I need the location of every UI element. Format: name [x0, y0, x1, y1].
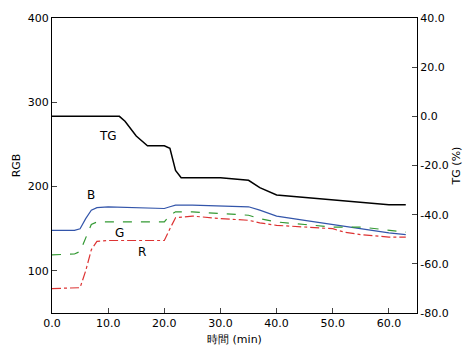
svg-text:300: 300	[28, 96, 49, 109]
svg-text:20.0: 20.0	[152, 317, 177, 330]
svg-text:100: 100	[28, 265, 49, 278]
svg-text:40.0: 40.0	[420, 12, 445, 25]
svg-text:時間 (min): 時間 (min)	[207, 333, 262, 346]
svg-text:400: 400	[28, 12, 49, 25]
svg-text:0.0: 0.0	[43, 317, 61, 330]
svg-text:30.0: 30.0	[208, 317, 233, 330]
svg-text:200: 200	[28, 180, 49, 193]
svg-text:-60.0: -60.0	[420, 258, 448, 271]
svg-text:-20.0: -20.0	[420, 159, 448, 172]
svg-text:B: B	[87, 188, 95, 202]
svg-text:20.0: 20.0	[420, 61, 445, 74]
svg-text:0.0: 0.0	[420, 110, 438, 123]
svg-text:50.0: 50.0	[321, 317, 346, 330]
svg-text:-40.0: -40.0	[420, 209, 448, 222]
svg-text:-80.0: -80.0	[420, 307, 448, 320]
svg-text:TG: TG	[99, 129, 117, 143]
svg-text:TG (%): TG (%)	[450, 147, 463, 186]
svg-text:10.0: 10.0	[96, 317, 121, 330]
svg-text:60.0: 60.0	[377, 317, 402, 330]
svg-text:40.0: 40.0	[264, 317, 289, 330]
svg-text:G: G	[115, 226, 124, 240]
svg-text:RGB: RGB	[10, 154, 23, 178]
svg-text:R: R	[138, 245, 146, 259]
